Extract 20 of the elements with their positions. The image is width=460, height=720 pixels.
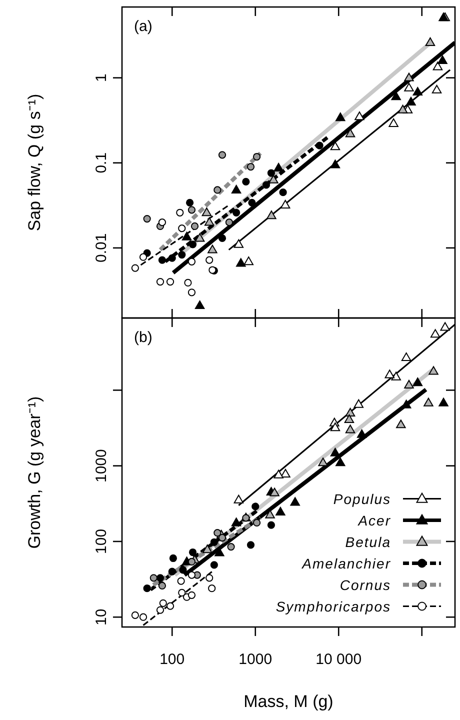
legend-label: Symphoricarpos — [276, 598, 391, 614]
y-tick-label: 0.01 — [93, 233, 110, 263]
y-tick-label: 0.1 — [93, 152, 110, 174]
legend-label: Populus — [333, 490, 391, 507]
annotation: (b) — [134, 329, 152, 346]
x-tick-label: 10 000 — [316, 651, 362, 668]
y-axis-title: Sap flow, Q (g s⁻¹) — [25, 94, 44, 232]
y-tick-label: 1 — [93, 74, 110, 82]
x-axis-title: Mass, M (g) — [244, 692, 334, 711]
legend-label: Amelanchier — [301, 555, 392, 572]
y-tick-label: 1000 — [93, 449, 110, 483]
y-axis-title: Growth, G (g year⁻¹) — [25, 396, 44, 549]
x-tick-label: 1000 — [238, 651, 272, 668]
legend-label: Cornus — [340, 576, 391, 593]
legend-label: Acer — [357, 512, 392, 528]
annotation: (a) — [134, 18, 152, 35]
legend-label: Betula — [345, 534, 391, 550]
y-tick-label: 100 — [93, 528, 110, 554]
y-tick-label: 10 — [93, 608, 110, 626]
x-tick-label: 100 — [160, 651, 185, 668]
